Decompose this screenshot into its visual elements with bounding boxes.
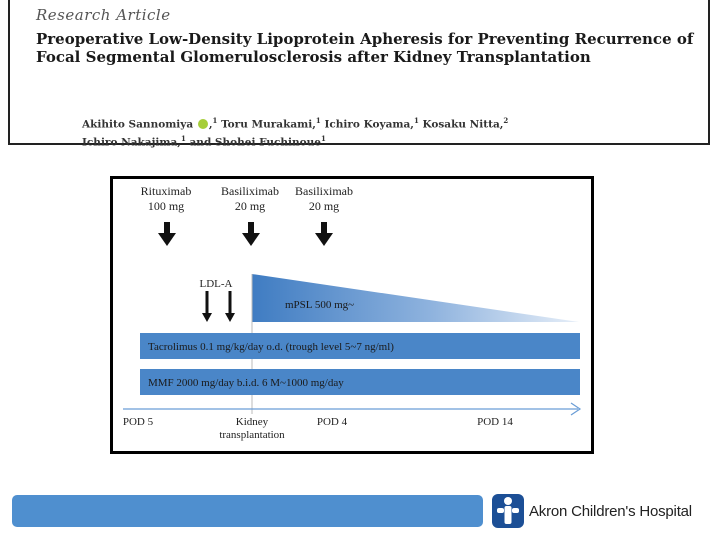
mpsl-taper-band <box>252 274 579 322</box>
timeline-label-transplantation: transplantation <box>219 429 285 441</box>
timeline-svg: Rituximab 100 mg Basiliximab 20 mg Basil… <box>123 184 582 441</box>
orcid-icon[interactable] <box>197 118 208 129</box>
mmf-label: MMF 2000 mg/day b.i.d. 6 M~1000 mg/day <box>148 377 344 389</box>
down-arrow-icon <box>315 222 333 246</box>
article-header: Research Article Preoperative Low-Densit… <box>8 0 710 148</box>
down-arrow-icon <box>158 222 176 246</box>
timeline-label-pod4: POD 4 <box>317 416 348 428</box>
author-line-2: Ichiro Nakajima,1 and Shohei Fuchinoue1 <box>82 132 682 150</box>
ldl-arrow-icon <box>202 291 212 322</box>
timeline-label-kidney: Kidney <box>236 416 269 428</box>
author-name[interactable]: Toru Murakami, <box>221 118 316 131</box>
drug-name-basiliximab-1: Basiliximab <box>221 184 279 198</box>
drug-name-rituximab: Rituximab <box>141 184 192 198</box>
author-name[interactable]: Akihito Sannomiya <box>82 118 194 131</box>
affiliation-mark: 1 <box>413 116 419 125</box>
affiliation-mark: 2 <box>503 116 509 125</box>
timeline-label-pod5: POD 5 <box>123 416 154 428</box>
mmf-bar <box>140 369 580 395</box>
footer-bar <box>12 495 483 527</box>
down-arrow-icon <box>242 222 260 246</box>
hospital-logo-icon <box>492 494 524 528</box>
mpsl-label: mPSL 500 mg~ <box>285 299 354 311</box>
tacrolimus-label: Tacrolimus 0.1 mg/kg/day o.d. (trough le… <box>148 341 394 353</box>
hospital-name: Akron Children's Hospital <box>529 502 692 520</box>
treatment-timeline-diagram: Rituximab 100 mg Basiliximab 20 mg Basil… <box>110 176 594 454</box>
author-name[interactable]: Kosaku Nitta, <box>422 118 504 131</box>
drug-dose-basiliximab-2: 20 mg <box>309 199 339 213</box>
drug-dose-rituximab: 100 mg <box>148 199 184 213</box>
ldl-arrow-icon <box>225 291 235 322</box>
author-list: Akihito Sannomiya ,1 Toru Murakami,1 Ich… <box>82 114 682 149</box>
timeline-label-pod14: POD 14 <box>477 416 513 428</box>
author-name[interactable]: Ichiro Koyama, <box>324 118 414 131</box>
affiliation-mark: 1 <box>315 116 321 125</box>
affiliation-mark: 1 <box>180 133 186 143</box>
drug-name-basiliximab-2: Basiliximab <box>295 184 353 198</box>
drug-dose-basiliximab-1: 20 mg <box>235 199 265 213</box>
affiliation-mark: 1 <box>321 133 326 143</box>
author-line-1: Akihito Sannomiya ,1 Toru Murakami,1 Ich… <box>82 116 509 131</box>
affiliation-mark: 1 <box>212 116 218 125</box>
article-title: Preoperative Low-Density Lipoprotein Aph… <box>36 30 694 66</box>
author-name[interactable]: Ichiro Nakajima, <box>82 136 181 148</box>
timeline-arrowhead <box>570 402 582 416</box>
ldl-apheresis-label: LDL-A <box>200 278 233 290</box>
tacrolimus-bar <box>140 333 580 359</box>
article-type-label: Research Article <box>36 6 171 24</box>
hospital-logo: Akron Children's Hospital <box>492 493 692 529</box>
author-name[interactable]: and Shohei Fuchinoue <box>189 136 322 148</box>
